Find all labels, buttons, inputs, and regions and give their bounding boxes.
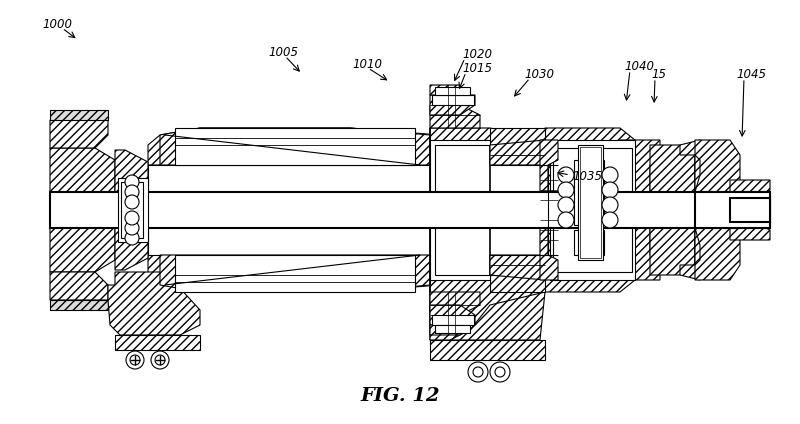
- Circle shape: [558, 212, 574, 228]
- Bar: [121, 182, 143, 238]
- Circle shape: [151, 351, 169, 369]
- Circle shape: [602, 167, 618, 183]
- Text: FIG. 12: FIG. 12: [360, 387, 440, 405]
- Polygon shape: [50, 272, 108, 300]
- Polygon shape: [430, 85, 465, 95]
- Polygon shape: [148, 128, 490, 165]
- Polygon shape: [148, 255, 490, 292]
- Polygon shape: [160, 128, 430, 165]
- Polygon shape: [650, 228, 695, 275]
- Text: 1005: 1005: [268, 45, 298, 59]
- Bar: [553, 148, 632, 272]
- Circle shape: [125, 221, 139, 235]
- Polygon shape: [430, 292, 545, 340]
- Polygon shape: [695, 155, 700, 192]
- Polygon shape: [430, 95, 475, 115]
- Text: 1030: 1030: [524, 67, 554, 81]
- Polygon shape: [490, 275, 545, 292]
- Polygon shape: [730, 180, 770, 198]
- Circle shape: [468, 362, 488, 382]
- Polygon shape: [50, 148, 115, 192]
- Bar: [175, 128, 415, 165]
- Circle shape: [125, 211, 139, 225]
- Polygon shape: [540, 140, 558, 280]
- Circle shape: [490, 362, 510, 382]
- Circle shape: [558, 182, 574, 198]
- Bar: [574, 230, 604, 255]
- Bar: [50, 192, 770, 228]
- Bar: [432, 95, 474, 105]
- Circle shape: [602, 212, 618, 228]
- Polygon shape: [695, 228, 700, 265]
- Text: 1010: 1010: [352, 58, 382, 70]
- Text: 1035: 1035: [572, 170, 602, 184]
- Polygon shape: [430, 305, 475, 325]
- Polygon shape: [430, 280, 545, 340]
- Polygon shape: [115, 150, 148, 192]
- Circle shape: [602, 197, 618, 213]
- Text: 1015: 1015: [462, 61, 492, 75]
- Bar: [175, 255, 415, 292]
- Text: 15: 15: [651, 67, 666, 81]
- Text: 1020: 1020: [462, 47, 492, 61]
- Polygon shape: [490, 128, 545, 145]
- Bar: [432, 315, 474, 325]
- Polygon shape: [680, 140, 700, 155]
- Circle shape: [602, 182, 618, 198]
- Polygon shape: [490, 255, 545, 280]
- Circle shape: [125, 231, 139, 245]
- Bar: [435, 87, 470, 95]
- Bar: [118, 178, 148, 242]
- Polygon shape: [620, 140, 660, 280]
- Polygon shape: [430, 102, 480, 128]
- Circle shape: [495, 367, 505, 377]
- Circle shape: [473, 367, 483, 377]
- Bar: [148, 165, 490, 255]
- Bar: [430, 140, 545, 280]
- Polygon shape: [680, 265, 700, 280]
- Circle shape: [126, 351, 144, 369]
- Circle shape: [155, 355, 165, 365]
- Polygon shape: [50, 300, 108, 310]
- Bar: [578, 145, 603, 260]
- Bar: [695, 192, 770, 228]
- Polygon shape: [430, 340, 545, 360]
- Bar: [730, 198, 770, 222]
- Circle shape: [558, 167, 574, 183]
- Text: 1000: 1000: [42, 17, 72, 31]
- Polygon shape: [545, 128, 635, 292]
- Polygon shape: [50, 228, 115, 272]
- Polygon shape: [115, 228, 148, 270]
- Polygon shape: [730, 222, 770, 240]
- Circle shape: [125, 175, 139, 189]
- Polygon shape: [490, 140, 545, 165]
- Polygon shape: [695, 140, 740, 280]
- Circle shape: [125, 195, 139, 209]
- Bar: [435, 145, 540, 275]
- Bar: [580, 147, 601, 258]
- Bar: [550, 140, 635, 280]
- Circle shape: [130, 355, 140, 365]
- Text: 1045: 1045: [736, 67, 766, 81]
- Bar: [435, 325, 470, 333]
- Polygon shape: [108, 272, 200, 335]
- Polygon shape: [115, 335, 200, 350]
- Polygon shape: [50, 120, 108, 148]
- Polygon shape: [50, 110, 108, 120]
- Bar: [574, 160, 604, 225]
- Polygon shape: [430, 128, 545, 292]
- Polygon shape: [650, 145, 695, 192]
- Circle shape: [558, 197, 574, 213]
- Polygon shape: [160, 255, 430, 292]
- Polygon shape: [430, 325, 465, 335]
- Circle shape: [125, 185, 139, 199]
- Text: 1040: 1040: [624, 59, 654, 73]
- Polygon shape: [430, 292, 480, 318]
